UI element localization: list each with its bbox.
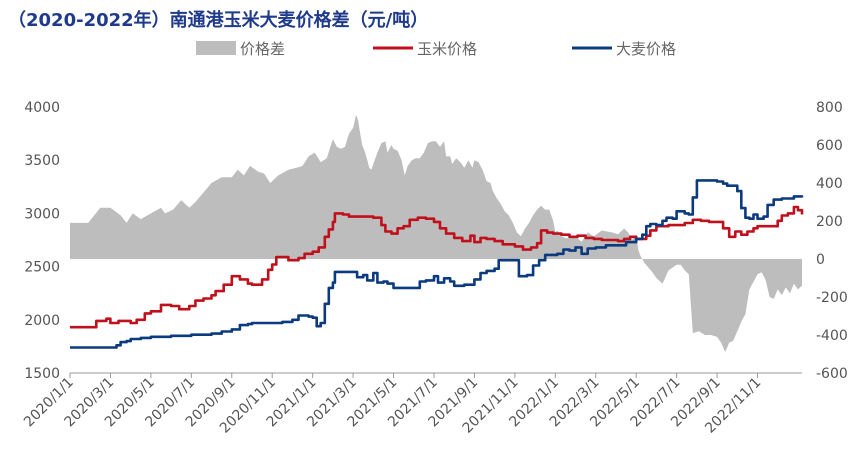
legend-price-diff-swatch <box>196 41 236 55</box>
area-price-diff <box>70 114 802 353</box>
line-barley-price <box>70 179 804 349</box>
right-tick-label: 600 <box>816 138 843 154</box>
legend: 价格差 玉米价格 大麦价格 <box>196 40 676 58</box>
right-tick-label: -400 <box>816 328 848 344</box>
legend-barley-price-label: 大麦价格 <box>616 40 676 58</box>
series-price-diff <box>70 114 802 353</box>
right-tick-label: 200 <box>816 214 843 230</box>
line-corn-price <box>70 205 804 329</box>
left-tick-label: 3500 <box>24 153 60 169</box>
legend-price-diff-label: 价格差 <box>240 40 285 58</box>
legend-corn-price-label: 玉米价格 <box>417 40 477 58</box>
left-tick-label: 2500 <box>24 260 60 276</box>
right-tick-label: -600 <box>816 366 848 382</box>
right-tick-label: 0 <box>816 252 825 268</box>
right-tick-label: -200 <box>816 290 848 306</box>
price-lines <box>70 179 804 349</box>
left-tick-label: 2000 <box>24 313 60 329</box>
chart-title: （2020-2022年）南通港玉米大麦价格差（元/吨） <box>8 10 429 31</box>
left-tick-label: 1500 <box>24 366 60 382</box>
right-tick-label: 400 <box>816 176 843 192</box>
left-tick-label: 3000 <box>24 206 60 222</box>
right-tick-label: 800 <box>816 100 843 116</box>
left-tick-label: 4000 <box>24 100 60 116</box>
